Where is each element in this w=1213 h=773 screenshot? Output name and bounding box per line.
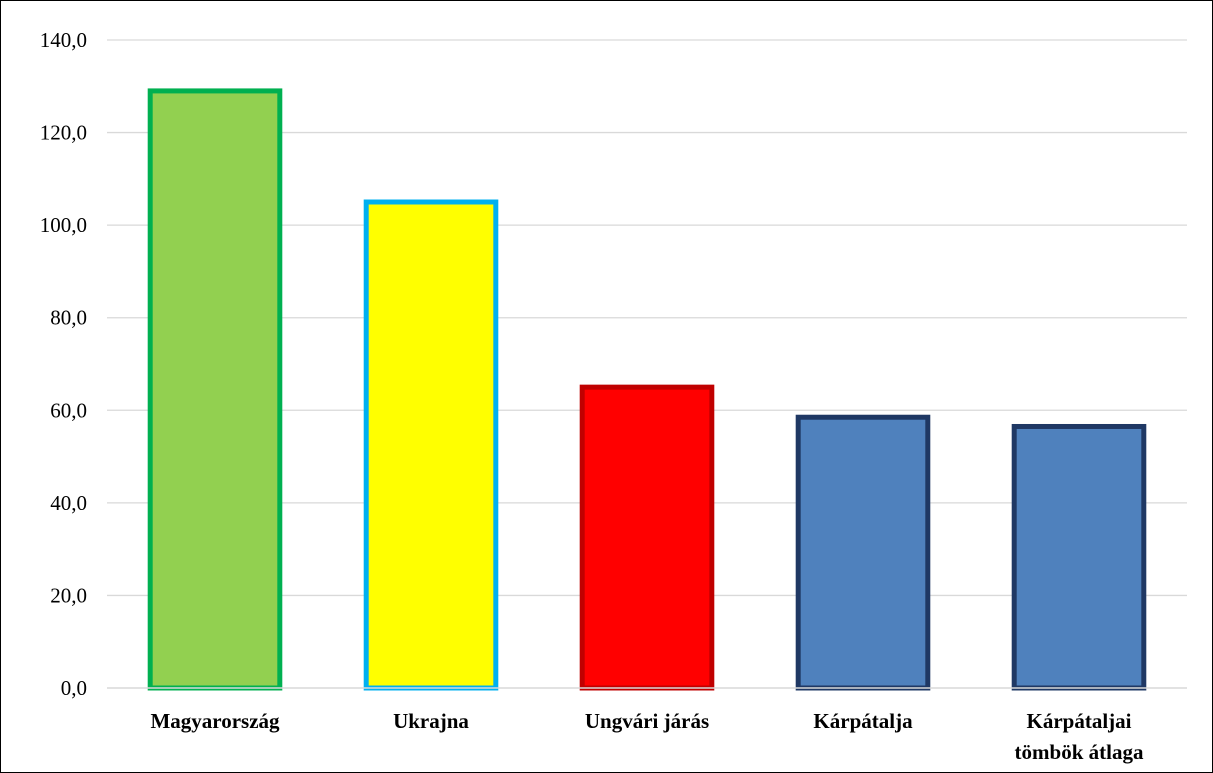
bars	[147, 88, 1147, 691]
bar	[579, 384, 715, 691]
x-category-label: Kárpátalja	[813, 709, 913, 733]
x-axis-category-labels: Magyarország Ukrajna Ungvári járás Kárpátal…	[150, 709, 1143, 764]
x-category-label-line: Ungvári járás	[585, 709, 709, 733]
x-category-label: Magyarország	[150, 709, 280, 733]
y-tick-label: 100,0	[40, 213, 87, 237]
y-tick-label: 60,0	[50, 398, 87, 422]
x-category-label-line: Kárpátaljai	[1027, 709, 1132, 733]
y-tick-label: 20,0	[50, 583, 87, 607]
bar	[1011, 423, 1147, 691]
x-category-label-line: Kárpátalja	[813, 709, 913, 733]
y-tick-label: 40,0	[50, 491, 87, 515]
bar	[363, 199, 499, 691]
y-axis-tick-labels: 0,0 20,0 40,0 60,0 80,0 100,0 120,0 140,0	[40, 28, 87, 700]
y-tick-label: 120,0	[40, 121, 87, 145]
x-category-label: Kárpátaljai tömbök átlaga	[1015, 709, 1144, 764]
y-tick-label: 80,0	[50, 306, 87, 330]
y-tick-label: 140,0	[40, 28, 87, 52]
x-category-label-line: tömbök átlaga	[1015, 740, 1144, 764]
x-category-label: Ungvári járás	[585, 709, 709, 733]
x-category-label: Ukrajna	[393, 709, 469, 733]
y-tick-label: 0,0	[61, 676, 87, 700]
x-category-label-line: Ukrajna	[393, 709, 469, 733]
bar	[795, 414, 931, 691]
bar	[147, 88, 283, 691]
x-category-label-line: Magyarország	[150, 709, 280, 733]
